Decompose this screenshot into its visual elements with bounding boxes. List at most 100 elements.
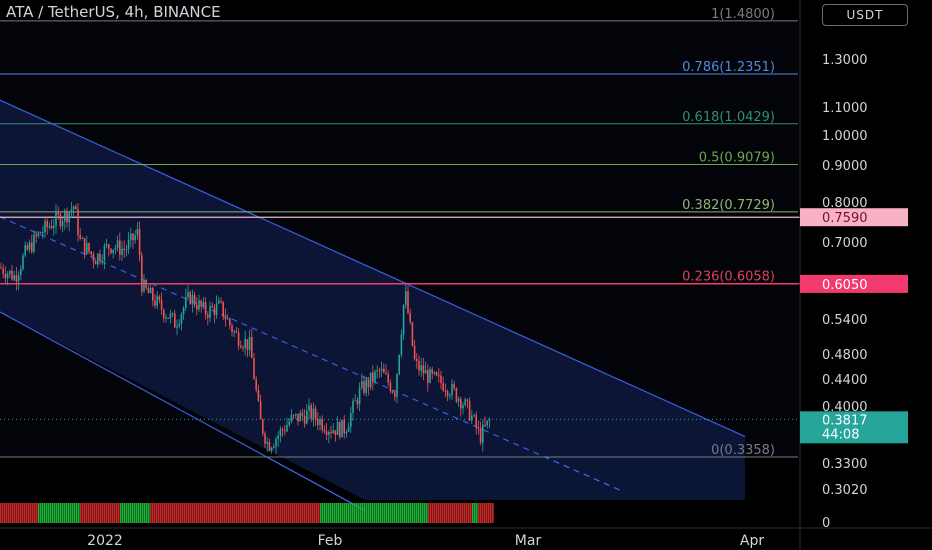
volume-bar xyxy=(304,503,306,523)
volume-bar xyxy=(176,503,178,523)
volume-bar xyxy=(66,503,68,523)
volume-bar xyxy=(56,503,58,523)
currency-button[interactable]: USDT xyxy=(822,4,908,26)
volume-bar xyxy=(218,503,220,523)
candle-body xyxy=(433,372,436,374)
volume-bar xyxy=(322,503,324,523)
volume-bar xyxy=(214,503,216,523)
candle-body xyxy=(248,336,251,350)
candle-body xyxy=(130,233,132,240)
volume-bar xyxy=(354,503,356,523)
volume-bar xyxy=(348,503,350,523)
candle-body xyxy=(297,413,299,422)
price-axis[interactable]: 1.3000 1.1000 1.0000 0.9000 0.8000 0.7000 0.54… xyxy=(799,0,868,550)
candle-body xyxy=(486,420,488,426)
candle-body xyxy=(198,300,200,310)
candle-body xyxy=(246,339,249,350)
candle-body xyxy=(281,429,284,431)
candle-body xyxy=(411,322,414,346)
price-tick-label: 0.5400 xyxy=(822,313,868,328)
candle-body xyxy=(169,313,172,319)
candle-body xyxy=(152,288,154,301)
volume-bar xyxy=(338,503,340,523)
price-badge: 0.7590 xyxy=(822,211,868,226)
price-badge: 0.6050 xyxy=(822,278,868,293)
volume-bar xyxy=(140,503,142,523)
candle-body xyxy=(13,275,15,280)
time-axis[interactable]: 2022 Feb Mar Apr xyxy=(0,527,932,549)
candle-body xyxy=(328,432,330,435)
volume-bar xyxy=(310,503,312,523)
candle-body xyxy=(420,365,422,371)
volume-bar xyxy=(402,503,404,523)
candle-body xyxy=(427,370,429,383)
candle-body xyxy=(226,318,229,320)
volume-bar xyxy=(64,503,66,523)
volume-bar xyxy=(126,503,128,523)
volume-bar xyxy=(148,503,150,523)
volume-bar xyxy=(434,503,436,523)
candle-body xyxy=(396,374,398,397)
volume-bar xyxy=(34,503,36,523)
candle-body xyxy=(365,379,367,393)
candle-body xyxy=(253,358,255,380)
volume-bar xyxy=(152,503,154,523)
volume-bar xyxy=(468,503,470,523)
horizontal-lines xyxy=(0,216,800,420)
candle-body xyxy=(389,382,392,392)
volume-bar xyxy=(224,503,226,523)
volume-bar xyxy=(406,503,408,523)
candle-body xyxy=(367,379,370,388)
candle-body xyxy=(39,232,42,234)
candle-body xyxy=(407,291,409,314)
candle-body xyxy=(275,439,277,447)
candle-body xyxy=(277,435,279,440)
volume-bar xyxy=(358,503,360,523)
volume-bar xyxy=(270,503,272,523)
candle-body xyxy=(4,273,7,279)
volume-bar xyxy=(84,503,86,523)
candle-body xyxy=(90,251,92,255)
volume-bar xyxy=(196,503,198,523)
volume-bar xyxy=(368,503,370,523)
candle-body xyxy=(218,300,220,304)
candle-body xyxy=(101,260,103,262)
volume-bar xyxy=(286,503,288,523)
volume-bar xyxy=(184,503,186,523)
volume-bar xyxy=(210,503,212,523)
channel-lower xyxy=(0,311,366,511)
volume-bar xyxy=(440,503,442,523)
volume-bar xyxy=(226,503,228,523)
volume-bar xyxy=(70,503,72,523)
volume-bar xyxy=(414,503,416,523)
candle-body xyxy=(9,270,11,274)
candle-body xyxy=(182,307,185,315)
volume-bar xyxy=(8,503,10,523)
candle-body xyxy=(72,206,75,210)
volume-bar xyxy=(86,503,88,523)
candle-body xyxy=(215,303,218,315)
volume-bar xyxy=(380,503,382,523)
volume-bar xyxy=(6,503,8,523)
fib-level-label: 0.786(1.2351) xyxy=(682,60,775,75)
volume-bar xyxy=(102,503,104,523)
volume-bar xyxy=(212,503,214,523)
volume-bars xyxy=(0,503,494,523)
candle-body xyxy=(204,302,207,315)
volume-bar xyxy=(108,503,110,523)
price-tick-label: 0 xyxy=(822,516,830,531)
volume-bar xyxy=(492,503,494,523)
volume-bar xyxy=(390,503,392,523)
volume-bar xyxy=(484,503,486,523)
volume-bar xyxy=(458,503,460,523)
volume-bar xyxy=(202,503,204,523)
current-price-label: 0.3817 xyxy=(822,413,868,428)
candle-body xyxy=(242,347,244,349)
candle-body xyxy=(462,405,464,409)
candle-body xyxy=(488,420,491,422)
candle-body xyxy=(343,419,345,434)
candle-body xyxy=(171,313,174,315)
candle-body xyxy=(61,221,64,227)
